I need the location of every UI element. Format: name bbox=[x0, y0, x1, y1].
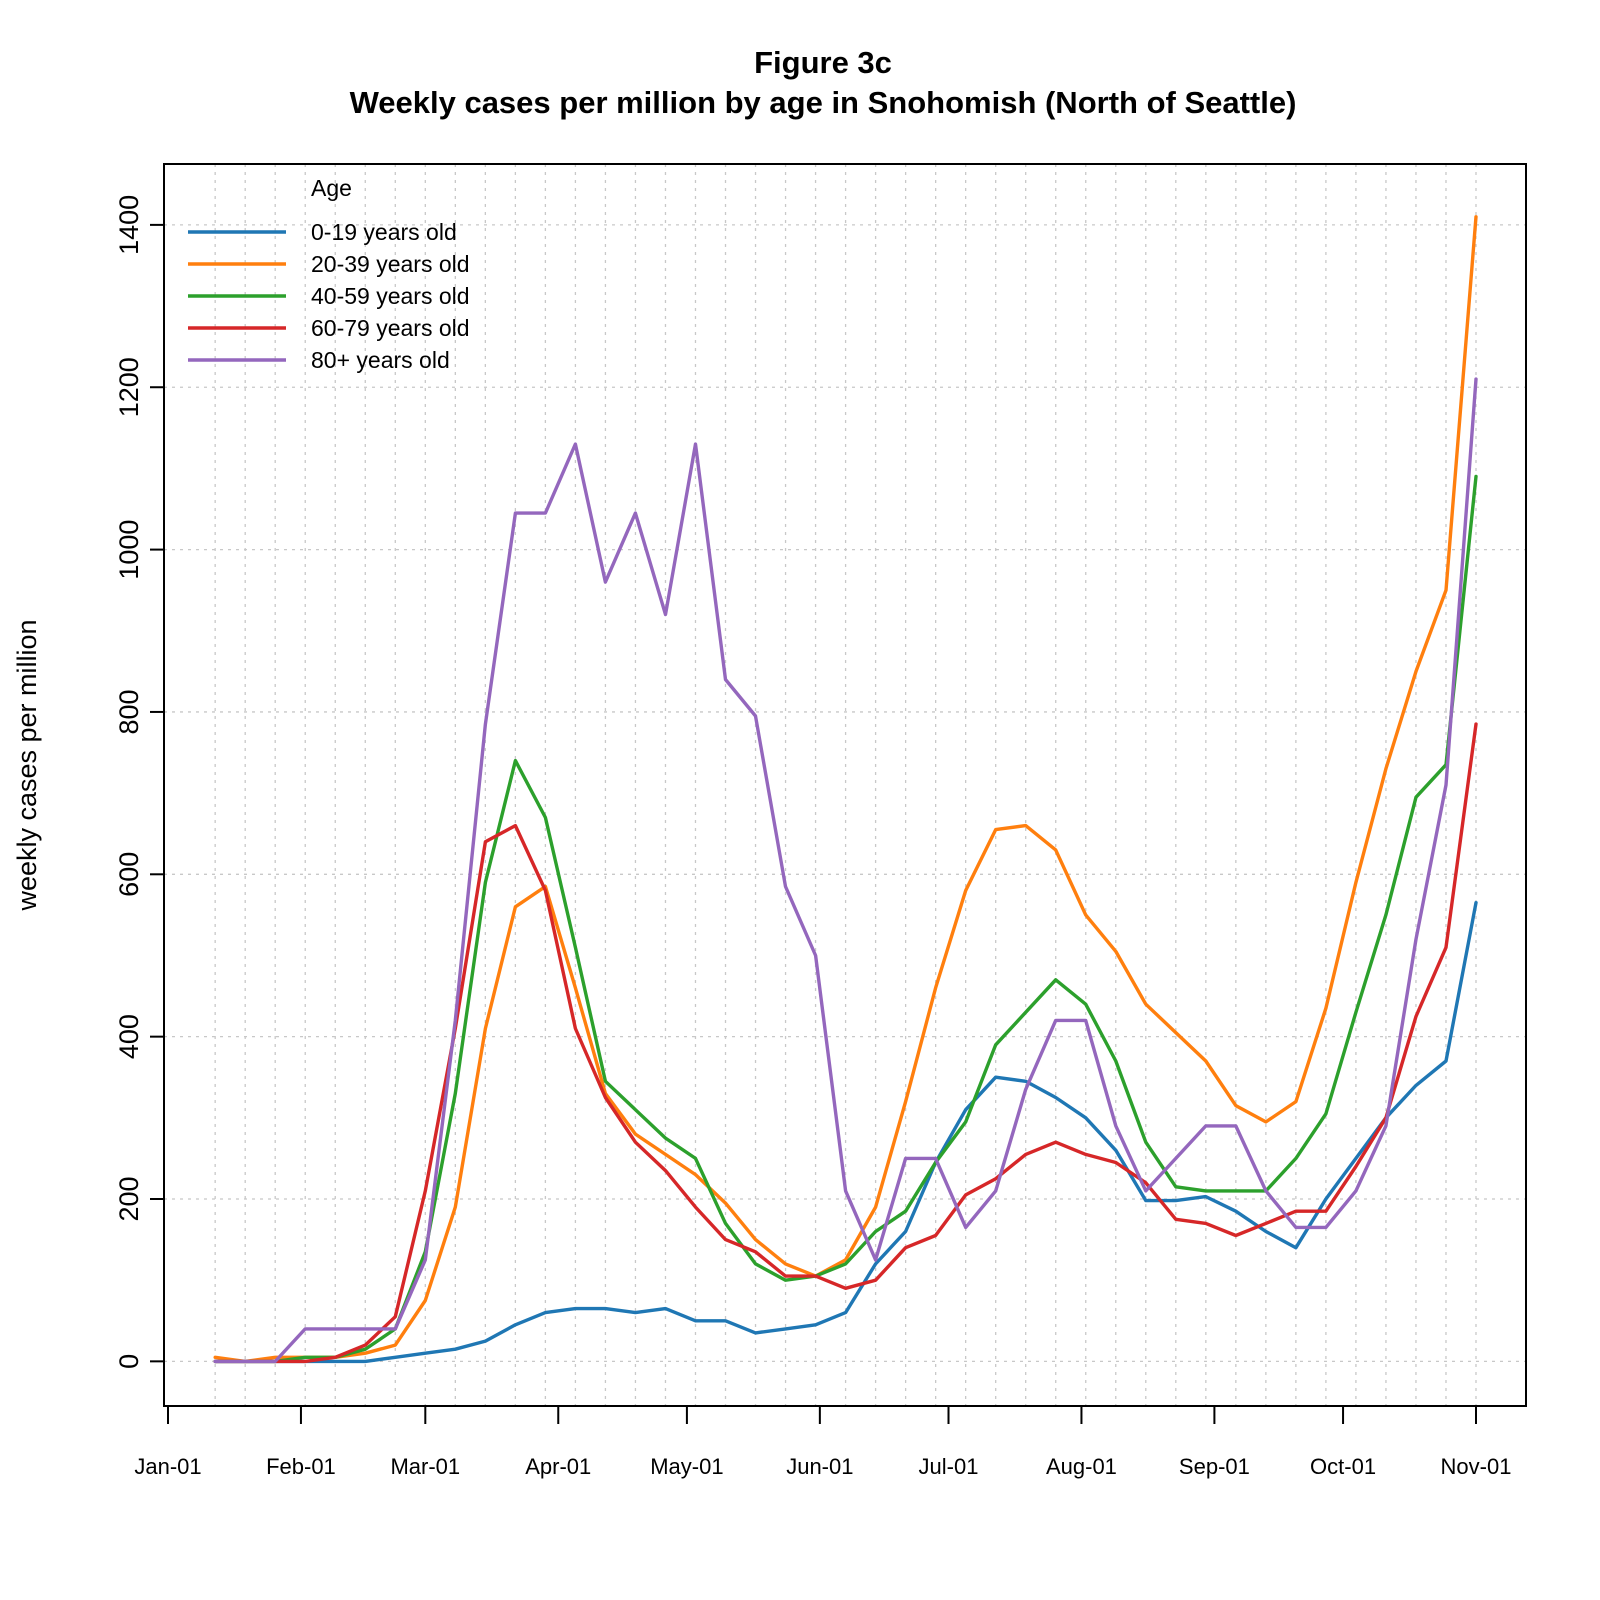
y-tick-label: 800 bbox=[114, 689, 144, 734]
y-tick-label: 1400 bbox=[114, 195, 144, 255]
x-tick-label: Oct-01 bbox=[1310, 1454, 1376, 1479]
x-tick-label: Nov-01 bbox=[1441, 1454, 1512, 1479]
x-tick-label: Jan-01 bbox=[134, 1454, 201, 1479]
legend-label-4: 60-79 years old bbox=[311, 315, 470, 341]
y-axis: 0 200 400 600 800 1000 1200 1400 bbox=[114, 195, 165, 1369]
x-tick-label: Feb-01 bbox=[266, 1454, 336, 1479]
series-line-5 bbox=[213, 377, 1478, 1364]
x-tick-label: Sep-01 bbox=[1179, 1454, 1250, 1479]
x-tick-label: Mar-01 bbox=[390, 1454, 460, 1479]
series-lines bbox=[213, 215, 1478, 1364]
legend: Age 0-19 years old 20-39 years old 40-59 y… bbox=[188, 175, 470, 373]
y-tick-label: 600 bbox=[114, 852, 144, 897]
legend-title: Age bbox=[311, 175, 352, 201]
grid-lines bbox=[164, 164, 1526, 1406]
series-line-2 bbox=[213, 215, 1478, 1364]
x-tick-label: Aug-01 bbox=[1046, 1454, 1117, 1479]
x-tick-label: Jun-01 bbox=[786, 1454, 853, 1479]
legend-label-5: 80+ years old bbox=[311, 347, 450, 373]
series-line-4 bbox=[213, 722, 1478, 1364]
x-axis: Jan-01 Feb-01 Mar-01 Apr-01 May-01 Jun-01 Jul-… bbox=[134, 1405, 1512, 1479]
chart-title: Figure 3c bbox=[754, 45, 892, 80]
y-tick-label: 200 bbox=[114, 1176, 144, 1221]
x-tick-label: Apr-01 bbox=[525, 1454, 591, 1479]
legend-label-3: 40-59 years old bbox=[311, 283, 470, 309]
y-axis-label: weekly cases per million bbox=[12, 619, 42, 911]
legend-label-2: 20-39 years old bbox=[311, 251, 470, 277]
series-line-1 bbox=[213, 901, 1478, 1364]
y-tick-label: 1200 bbox=[114, 357, 144, 417]
x-tick-label: May-01 bbox=[650, 1454, 723, 1479]
legend-label-1: 0-19 years old bbox=[311, 219, 457, 245]
chart-subtitle: Weekly cases per million by age in Snoho… bbox=[350, 85, 1297, 120]
x-tick-label: Jul-01 bbox=[919, 1454, 979, 1479]
y-tick-label: 400 bbox=[114, 1014, 144, 1059]
y-tick-label: 0 bbox=[114, 1354, 144, 1369]
y-tick-label: 1000 bbox=[114, 520, 144, 580]
